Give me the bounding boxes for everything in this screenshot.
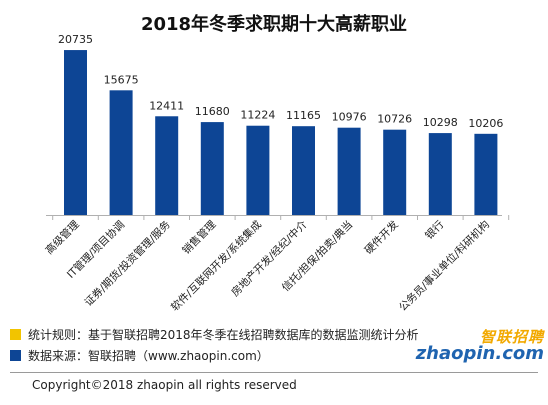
rule-marker [10, 329, 21, 340]
zhaopin-logo: 智联招聘 zhaopin.com [416, 326, 544, 366]
category-label: 公务员/事业单位/科研机构 [396, 218, 492, 314]
bar-value-label: 11224 [240, 109, 275, 122]
category-label: 房地产开发/经纪/中介 [229, 218, 310, 299]
bar-value-label: 10726 [377, 113, 412, 126]
bar-value-label: 11680 [195, 105, 230, 118]
logo-cn-text: 智联招聘 [479, 328, 544, 346]
category-label: 软件/互联网开发/系统集成 [168, 218, 264, 314]
bar [155, 116, 179, 215]
category-label: 高级管理 [43, 218, 82, 257]
footnote-rule-text: 统计规则：基于智联招聘2018年冬季在线招聘数据库的数据监测统计分析 [28, 328, 419, 342]
source-marker [10, 350, 21, 361]
bar-chart: 20735高级管理15675IT管理/项目协调12411证券/期货/投资管理/服… [43, 33, 510, 314]
logo-en-text: zhaopin.com [415, 343, 544, 364]
bar [383, 129, 407, 215]
bar-value-label: 10206 [468, 117, 503, 130]
copyright-text: Copyright©2018 zhaopin all rights reserv… [32, 378, 297, 392]
footnote-source-text: 数据来源：智联招聘（www.zhaopin.com） [28, 349, 269, 363]
bar [428, 133, 452, 215]
footnote-rule: 统计规则：基于智联招聘2018年冬季在线招聘数据库的数据监测统计分析 [10, 326, 419, 343]
bar [474, 133, 498, 215]
bar [64, 50, 87, 215]
bar-value-label: 15675 [104, 73, 139, 86]
footnote-source: 数据来源：智联招聘（www.zhaopin.com） [10, 347, 269, 364]
chart-title: 2018年冬季求职期十大高薪职业 [140, 14, 408, 35]
bar-value-label: 10976 [332, 111, 367, 124]
category-label: 销售管理 [180, 218, 219, 257]
bar-value-label: 12411 [149, 99, 184, 112]
bar-value-label: 10298 [423, 116, 458, 129]
category-label: 硬件开发 [362, 218, 401, 257]
bar [292, 126, 315, 215]
category-label: 银行 [422, 218, 446, 242]
bar-value-label: 11165 [286, 109, 321, 122]
bar [246, 125, 270, 215]
bar-value-label: 20735 [58, 33, 93, 46]
bar [109, 90, 133, 215]
category-label: 证券/期货/投资管理/服务 [82, 218, 173, 309]
bar [337, 127, 361, 215]
bar [200, 122, 224, 215]
footer-divider [10, 372, 538, 373]
